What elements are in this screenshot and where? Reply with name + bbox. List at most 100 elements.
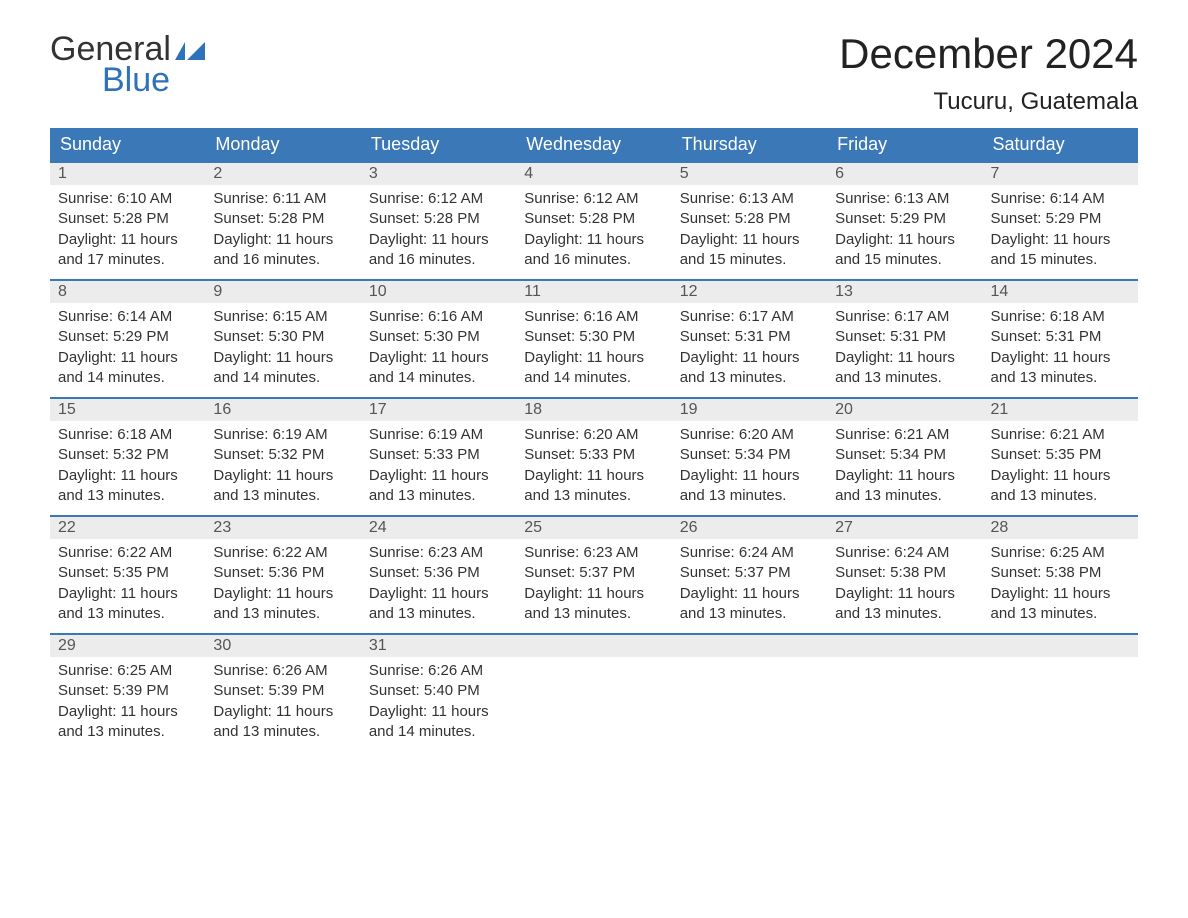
day-sunrise: Sunrise: 6:22 AM <box>58 543 197 563</box>
day-daylight2: and 13 minutes. <box>680 486 819 506</box>
day-number: 1 <box>50 161 205 185</box>
day-number: 30 <box>205 633 360 657</box>
day-daylight2: and 14 minutes. <box>369 368 508 388</box>
day-number: 24 <box>361 515 516 539</box>
day-details: Sunrise: 6:23 AMSunset: 5:36 PMDaylight:… <box>361 539 516 632</box>
day-sunset: Sunset: 5:28 PM <box>524 209 663 229</box>
day-cell: 7Sunrise: 6:14 AMSunset: 5:29 PMDaylight… <box>983 161 1138 279</box>
day-cell: 21Sunrise: 6:21 AMSunset: 5:35 PMDayligh… <box>983 397 1138 515</box>
day-daylight1: Daylight: 11 hours <box>213 230 352 250</box>
weekday-header: Saturday <box>983 128 1138 161</box>
empty-day-bar <box>983 633 1138 657</box>
day-daylight1: Daylight: 11 hours <box>680 466 819 486</box>
day-daylight1: Daylight: 11 hours <box>835 584 974 604</box>
day-number: 13 <box>827 279 982 303</box>
day-daylight1: Daylight: 11 hours <box>213 584 352 604</box>
day-number: 8 <box>50 279 205 303</box>
day-daylight1: Daylight: 11 hours <box>213 702 352 722</box>
day-daylight1: Daylight: 11 hours <box>835 230 974 250</box>
day-number: 21 <box>983 397 1138 421</box>
day-cell: 27Sunrise: 6:24 AMSunset: 5:38 PMDayligh… <box>827 515 982 633</box>
day-daylight1: Daylight: 11 hours <box>369 466 508 486</box>
day-number: 31 <box>361 633 516 657</box>
day-sunset: Sunset: 5:29 PM <box>835 209 974 229</box>
day-number: 27 <box>827 515 982 539</box>
day-daylight2: and 13 minutes. <box>213 722 352 742</box>
day-sunrise: Sunrise: 6:18 AM <box>58 425 197 445</box>
day-number: 29 <box>50 633 205 657</box>
day-cell: 9Sunrise: 6:15 AMSunset: 5:30 PMDaylight… <box>205 279 360 397</box>
day-sunrise: Sunrise: 6:21 AM <box>835 425 974 445</box>
day-sunrise: Sunrise: 6:24 AM <box>835 543 974 563</box>
day-number: 7 <box>983 161 1138 185</box>
day-sunset: Sunset: 5:40 PM <box>369 681 508 701</box>
day-daylight1: Daylight: 11 hours <box>991 230 1130 250</box>
location-label: Tucuru, Guatemala <box>839 88 1138 116</box>
title-block: December 2024 Tucuru, Guatemala <box>839 30 1138 116</box>
day-number: 19 <box>672 397 827 421</box>
day-sunrise: Sunrise: 6:24 AM <box>680 543 819 563</box>
calendar-week-row: 15Sunrise: 6:18 AMSunset: 5:32 PMDayligh… <box>50 397 1138 515</box>
day-sunrise: Sunrise: 6:17 AM <box>835 307 974 327</box>
day-details: Sunrise: 6:16 AMSunset: 5:30 PMDaylight:… <box>516 303 671 396</box>
day-daylight1: Daylight: 11 hours <box>991 348 1130 368</box>
day-details: Sunrise: 6:26 AMSunset: 5:40 PMDaylight:… <box>361 657 516 750</box>
weekday-header: Thursday <box>672 128 827 161</box>
day-daylight1: Daylight: 11 hours <box>213 348 352 368</box>
weekday-header: Friday <box>827 128 982 161</box>
day-daylight1: Daylight: 11 hours <box>58 348 197 368</box>
day-details: Sunrise: 6:21 AMSunset: 5:34 PMDaylight:… <box>827 421 982 514</box>
day-details: Sunrise: 6:26 AMSunset: 5:39 PMDaylight:… <box>205 657 360 750</box>
day-daylight1: Daylight: 11 hours <box>369 584 508 604</box>
weekday-header: Sunday <box>50 128 205 161</box>
day-number: 6 <box>827 161 982 185</box>
day-sunrise: Sunrise: 6:22 AM <box>213 543 352 563</box>
logo-text-2: Blue <box>102 61 205 100</box>
day-cell: 15Sunrise: 6:18 AMSunset: 5:32 PMDayligh… <box>50 397 205 515</box>
day-details: Sunrise: 6:12 AMSunset: 5:28 PMDaylight:… <box>516 185 671 278</box>
day-sunrise: Sunrise: 6:20 AM <box>680 425 819 445</box>
day-daylight2: and 13 minutes. <box>58 604 197 624</box>
day-daylight1: Daylight: 11 hours <box>369 702 508 722</box>
day-daylight2: and 15 minutes. <box>680 250 819 270</box>
day-cell: 13Sunrise: 6:17 AMSunset: 5:31 PMDayligh… <box>827 279 982 397</box>
day-daylight1: Daylight: 11 hours <box>524 584 663 604</box>
day-details: Sunrise: 6:11 AMSunset: 5:28 PMDaylight:… <box>205 185 360 278</box>
day-sunset: Sunset: 5:39 PM <box>58 681 197 701</box>
day-details: Sunrise: 6:25 AMSunset: 5:39 PMDaylight:… <box>50 657 205 750</box>
day-daylight1: Daylight: 11 hours <box>991 584 1130 604</box>
day-daylight2: and 13 minutes. <box>58 486 197 506</box>
day-daylight2: and 16 minutes. <box>369 250 508 270</box>
day-details: Sunrise: 6:23 AMSunset: 5:37 PMDaylight:… <box>516 539 671 632</box>
day-details: Sunrise: 6:21 AMSunset: 5:35 PMDaylight:… <box>983 421 1138 514</box>
empty-day-bar <box>827 633 982 657</box>
day-details: Sunrise: 6:25 AMSunset: 5:38 PMDaylight:… <box>983 539 1138 632</box>
day-daylight2: and 13 minutes. <box>680 368 819 388</box>
day-sunrise: Sunrise: 6:25 AM <box>991 543 1130 563</box>
day-sunset: Sunset: 5:28 PM <box>369 209 508 229</box>
day-details: Sunrise: 6:24 AMSunset: 5:37 PMDaylight:… <box>672 539 827 632</box>
day-cell: 4Sunrise: 6:12 AMSunset: 5:28 PMDaylight… <box>516 161 671 279</box>
day-daylight1: Daylight: 11 hours <box>58 466 197 486</box>
day-sunrise: Sunrise: 6:18 AM <box>991 307 1130 327</box>
day-cell: 20Sunrise: 6:21 AMSunset: 5:34 PMDayligh… <box>827 397 982 515</box>
day-details: Sunrise: 6:16 AMSunset: 5:30 PMDaylight:… <box>361 303 516 396</box>
day-details: Sunrise: 6:24 AMSunset: 5:38 PMDaylight:… <box>827 539 982 632</box>
day-sunrise: Sunrise: 6:26 AM <box>213 661 352 681</box>
day-number: 26 <box>672 515 827 539</box>
day-daylight2: and 13 minutes. <box>369 486 508 506</box>
empty-day-cell <box>983 633 1138 751</box>
day-daylight1: Daylight: 11 hours <box>835 466 974 486</box>
day-daylight2: and 13 minutes. <box>835 604 974 624</box>
day-sunset: Sunset: 5:31 PM <box>680 327 819 347</box>
day-sunset: Sunset: 5:32 PM <box>213 445 352 465</box>
day-cell: 6Sunrise: 6:13 AMSunset: 5:29 PMDaylight… <box>827 161 982 279</box>
day-daylight2: and 14 minutes. <box>213 368 352 388</box>
empty-day-cell <box>516 633 671 751</box>
day-details: Sunrise: 6:14 AMSunset: 5:29 PMDaylight:… <box>50 303 205 396</box>
day-sunset: Sunset: 5:39 PM <box>213 681 352 701</box>
day-number: 9 <box>205 279 360 303</box>
calendar-week-row: 29Sunrise: 6:25 AMSunset: 5:39 PMDayligh… <box>50 633 1138 751</box>
day-number: 4 <box>516 161 671 185</box>
day-sunset: Sunset: 5:38 PM <box>991 563 1130 583</box>
